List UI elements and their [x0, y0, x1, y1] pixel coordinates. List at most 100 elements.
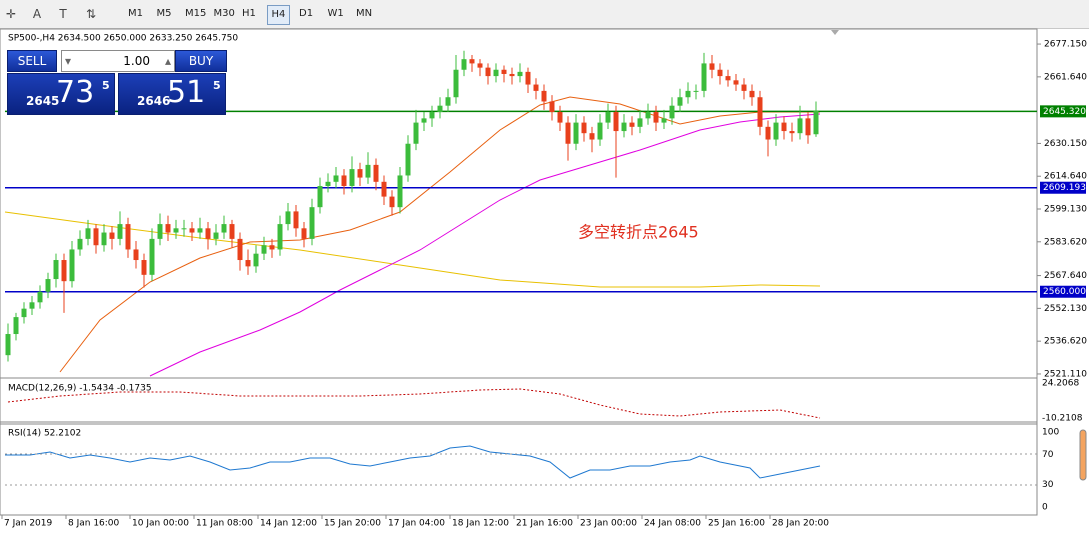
y-tick-label: 2599.130 — [1044, 205, 1087, 215]
buy-button[interactable]: BUY — [175, 50, 227, 72]
x-tick-label: 18 Jan 12:00 — [452, 519, 509, 529]
y-tick-label: 2630.150 — [1044, 139, 1087, 149]
ask-main: 51 — [167, 75, 206, 110]
lot-field[interactable]: ▾ 1.00 ▴ — [61, 50, 175, 72]
candle-body — [77, 238, 83, 250]
ask-box[interactable]: 2646 51 5 — [118, 73, 226, 115]
x-tick-label: 28 Jan 20:00 — [772, 519, 829, 529]
timeframe-button[interactable]: H1 — [242, 8, 256, 19]
candle-body — [269, 245, 275, 250]
timeframe-button[interactable]: M30 — [213, 8, 235, 19]
candle-body — [325, 181, 331, 187]
candle-body — [229, 224, 235, 239]
one-click-panel: SELL ▾ 1.00 ▴ BUY 2645 73 5 2646 51 5 — [5, 48, 227, 115]
timeframe-button[interactable]: M5 — [156, 8, 172, 19]
candle-body — [357, 169, 363, 178]
timeframe-button[interactable]: H4 — [266, 5, 291, 25]
candle-body — [389, 196, 395, 208]
x-tick-label: 21 Jan 16:00 — [516, 519, 573, 529]
candle-body — [453, 69, 459, 98]
candle-body — [517, 71, 523, 77]
bid-box[interactable]: 2645 73 5 — [7, 73, 115, 115]
candle-body — [13, 317, 19, 335]
x-tick-label: 7 Jan 2019 — [4, 519, 52, 529]
label-icon[interactable]: T — [59, 7, 67, 21]
candle-body — [285, 211, 291, 225]
spin-up[interactable]: ▴ — [164, 54, 171, 68]
candle-body — [445, 97, 451, 106]
level-tag — [1040, 285, 1086, 298]
candle-body — [653, 112, 659, 123]
candle-body — [109, 232, 115, 239]
candle-body — [101, 232, 107, 246]
candle-body — [621, 122, 627, 132]
rsi-line — [5, 445, 821, 479]
timeframe-button[interactable]: MN — [356, 8, 373, 19]
timeframe-button[interactable]: M1 — [128, 8, 143, 19]
candle-body — [413, 122, 419, 144]
x-tick-label: 14 Jan 12:00 — [260, 519, 317, 529]
text-icon[interactable]: A — [32, 7, 42, 21]
shift-marker — [831, 30, 839, 35]
candle-body — [493, 69, 499, 77]
candle-body — [133, 249, 139, 261]
chart-header: SP500-,H4 2634.500 2650.000 2633.250 264… — [8, 34, 238, 44]
crosshair-icon[interactable]: ✛ — [5, 7, 17, 21]
candle-body — [477, 63, 483, 68]
candle-body — [157, 224, 163, 239]
candle-body — [437, 105, 443, 113]
sell-button[interactable]: SELL — [7, 50, 57, 72]
candle-body — [381, 181, 387, 197]
candle-body — [701, 63, 707, 91]
y-tick-label: 2552.130 — [1044, 304, 1087, 314]
spin-down[interactable]: ▾ — [65, 54, 72, 68]
ask-big: 2646 — [137, 94, 171, 108]
x-tick-label: 23 Jan 00:00 — [580, 519, 637, 529]
annotation: 多空转折点2645 — [578, 223, 699, 242]
level-label: 2560.000 — [1043, 287, 1086, 297]
ma-magenta — [149, 113, 821, 377]
candle-body — [669, 105, 675, 119]
candle-body — [741, 84, 747, 91]
bid-main: 73 — [56, 75, 95, 110]
ma-yellow — [4, 211, 821, 288]
candle-body — [333, 175, 339, 182]
candle-body — [637, 118, 643, 127]
level-label: 2609.193 — [1043, 183, 1086, 193]
candle-body — [541, 90, 547, 102]
candle-body — [349, 169, 355, 187]
candle-body — [509, 73, 515, 77]
candle-body — [813, 110, 819, 135]
y-tick-label: 2521.110 — [1044, 369, 1087, 379]
level-tag — [1040, 181, 1086, 194]
candle-body — [365, 164, 371, 178]
level-label: 2645.320 — [1043, 107, 1086, 117]
candle-body — [565, 122, 571, 144]
y-tick-label: 2536.620 — [1044, 337, 1087, 347]
scroll-thermo — [1079, 429, 1087, 481]
timeframe-button[interactable]: W1 — [327, 8, 344, 19]
candle-body — [149, 238, 155, 275]
macd-signal — [7, 388, 821, 419]
candle-body — [533, 84, 539, 91]
macd-tick-label: -10.2108 — [1042, 414, 1083, 424]
candle-body — [197, 228, 203, 233]
candle-body — [605, 112, 611, 123]
candle-body — [405, 143, 411, 176]
x-tick-label: 8 Jan 16:00 — [68, 519, 120, 529]
candle-body — [677, 97, 683, 106]
candle-body — [469, 59, 475, 64]
candle-body — [717, 69, 723, 77]
candle-body — [685, 90, 691, 98]
candle-body — [797, 118, 803, 134]
arrows-icon[interactable]: ⇅ — [85, 7, 97, 21]
macd-tick-label: 24.2068 — [1042, 379, 1079, 389]
candle-body — [237, 238, 243, 261]
timeframe-button[interactable]: D1 — [299, 8, 314, 19]
x-tick-label: 17 Jan 04:00 — [388, 519, 445, 529]
y-tick-label: 2583.620 — [1044, 237, 1087, 247]
candle-body — [693, 90, 699, 92]
timeframe-button[interactable]: M15 — [185, 8, 207, 19]
